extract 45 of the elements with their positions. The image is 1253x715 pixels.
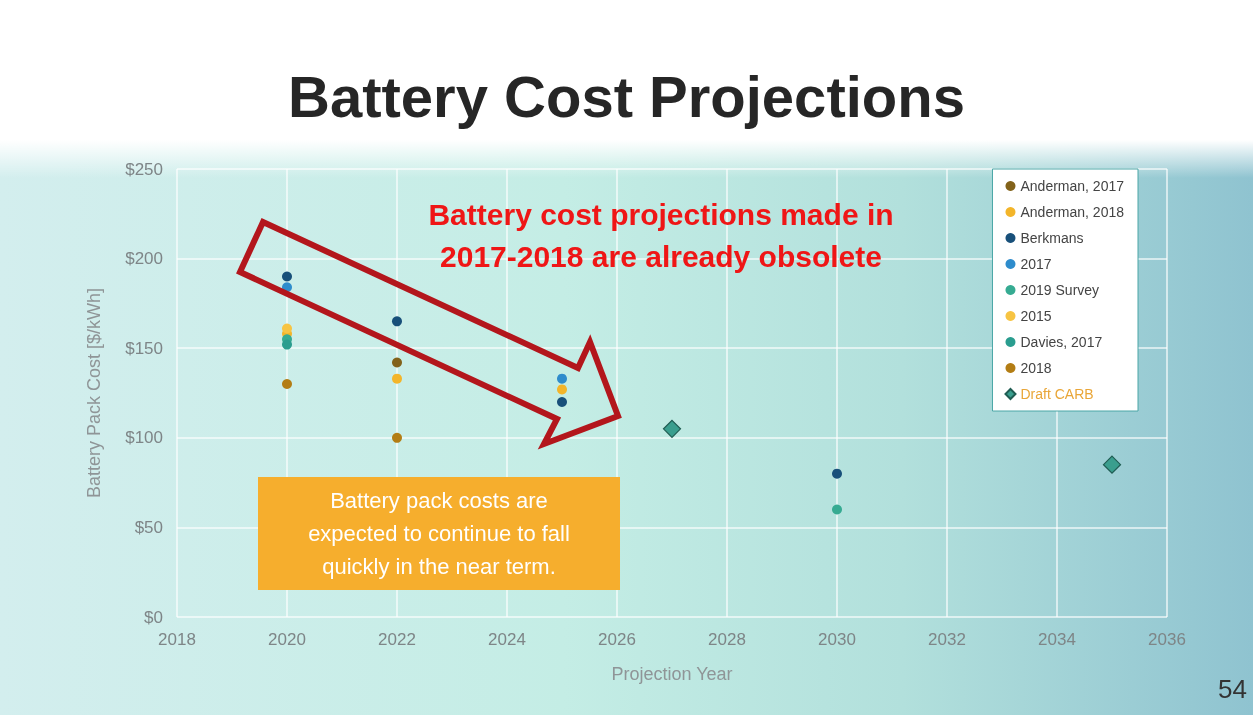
point [1102,455,1122,474]
legend-label: 2019 Survey [1020,282,1100,298]
y-tick-label: $150 [125,338,163,358]
legend-label: 2017 [1020,256,1052,272]
point [392,357,402,368]
y-tick-label: $50 [134,517,163,537]
point [282,271,292,282]
x-tick-label: 2020 [268,630,306,649]
x-tick-label: 2026 [598,630,636,649]
x-tick-label: 2018 [158,630,196,649]
point [392,373,402,384]
point [832,468,842,479]
annotation: Battery cost projections made in 2017-2018 are already obsolete [427,197,895,275]
point [392,316,402,327]
chart-title: Battery Cost Projections [288,63,965,129]
y-tick-label: $200 [125,249,163,269]
point [282,323,292,334]
legend-label: Anderman, 2018 [1020,204,1125,220]
legend-label: Davies, 2017 [1020,334,1103,350]
legend-label: 2018 [1020,360,1052,376]
point [832,504,842,515]
y-tick-label: $250 [125,159,163,179]
x-tick-label: 2030 [818,630,856,649]
y-axis-title: Battery Pack Cost [$/kWh] [84,287,104,499]
point [557,373,567,384]
x-tick-label: 2032 [928,630,966,649]
x-axis-title: Projection Year [611,664,733,684]
point [282,339,292,350]
y-tick-label: $0 [144,607,163,627]
legend-label: Berkmans [1020,230,1084,246]
point [557,384,567,395]
legend-label: 2015 [1020,308,1052,324]
point [557,396,567,407]
y-tick-label: $100 [125,428,163,448]
x-tick-label: 2022 [378,630,416,649]
x-tick-label: 2028 [708,630,746,649]
text: 54 [1218,674,1247,705]
legend-label: Anderman, 2017 [1020,178,1125,194]
point [392,432,402,443]
x-tick-label: 2034 [1038,630,1076,649]
x-tick-label: 2024 [488,630,526,649]
x-tick-label: 2036 [1148,630,1186,649]
point [662,419,682,438]
legend-label: Draft CARB [1020,386,1094,402]
point [282,379,292,390]
